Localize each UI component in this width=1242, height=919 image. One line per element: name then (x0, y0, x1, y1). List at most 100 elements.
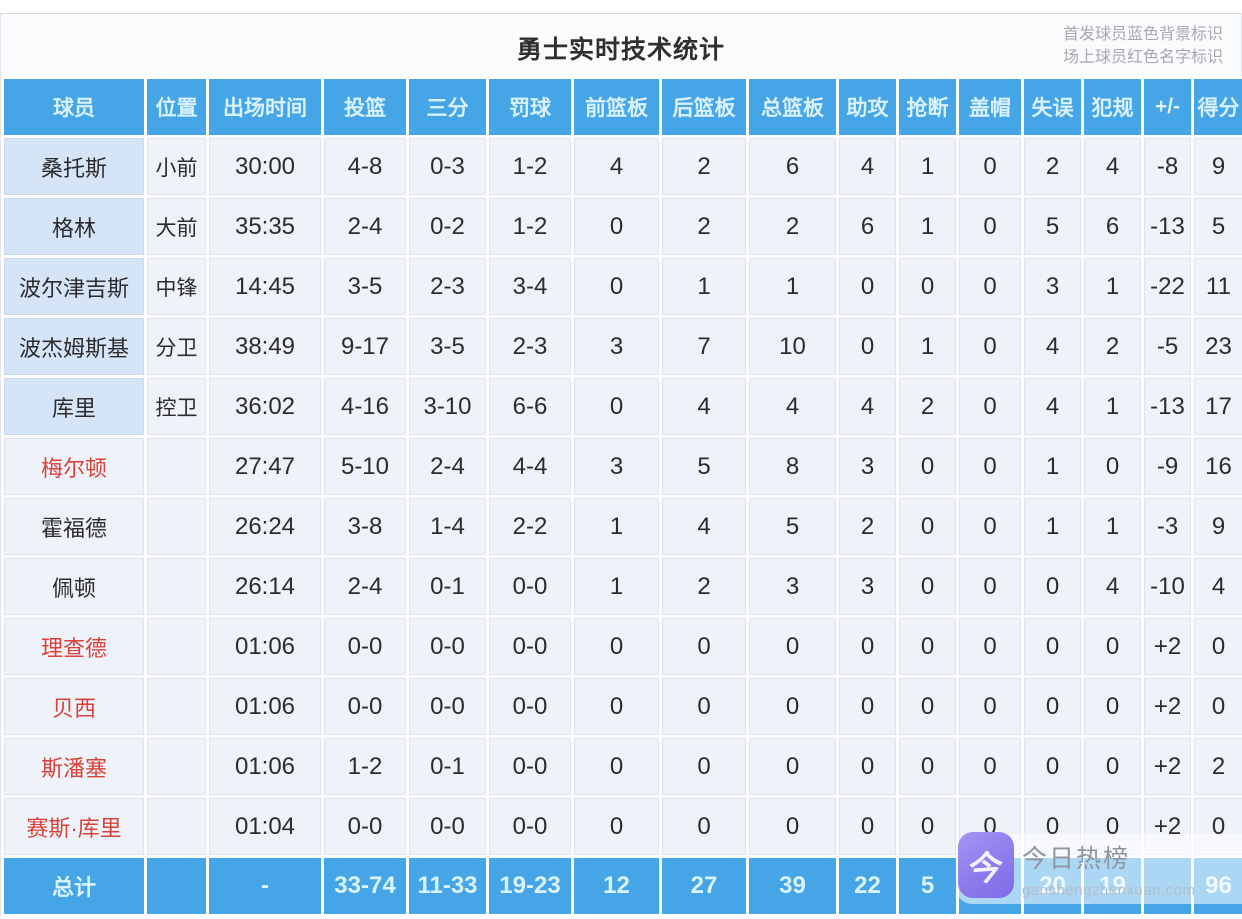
watermark-title: 今日热榜 (1022, 845, 1131, 873)
stat-cell-tp: 2-3 (409, 258, 486, 315)
stat-cell-fg: 0-0 (324, 678, 406, 735)
stat-cell-position: 大前 (147, 198, 206, 255)
player-row: 梅尔顿 27:47 5-10 2-4 4-4 3 5 8 3 0 0 1 0 -9 16 (4, 438, 1242, 495)
stat-cell-ft: 2-3 (489, 318, 571, 375)
stat-cell-tov: 1 (1024, 438, 1081, 495)
stat-cell-pts: 9 (1194, 138, 1242, 195)
stat-cell-position (147, 618, 206, 675)
stat-cell-fg: 9-17 (324, 318, 406, 375)
stat-cell-time: 35:35 (209, 198, 321, 255)
total-cell-ast: 22 (839, 858, 896, 914)
total-cell-stl: 5 (899, 858, 956, 914)
stat-cell-ft: 4-4 (489, 438, 571, 495)
watermark-icon-glyph: 今 (968, 848, 1004, 889)
stat-cell-time: 38:49 (209, 318, 321, 375)
stat-cell-ast: 0 (839, 798, 896, 855)
player-name-cell: 霍福德 (4, 498, 144, 555)
stat-cell-blk: 0 (959, 738, 1021, 795)
stat-cell-position (147, 738, 206, 795)
stat-cell-trb: 6 (749, 138, 836, 195)
stat-cell-fg: 2-4 (324, 198, 406, 255)
stat-cell-pts: 17 (1194, 378, 1242, 435)
stat-cell-trb: 10 (749, 318, 836, 375)
stat-cell-ast: 4 (839, 138, 896, 195)
stat-cell-ft: 0-0 (489, 678, 571, 735)
stat-cell-pm: +2 (1144, 678, 1191, 735)
stat-cell-pf: 0 (1084, 678, 1141, 735)
column-header-stl: 抢断 (899, 79, 956, 135)
watermark: 今 今日热榜 gaochengzhenxuan.com (956, 832, 1242, 904)
stat-cell-pts: 4 (1194, 558, 1242, 615)
player-row: 贝西 01:06 0-0 0-0 0-0 0 0 0 0 0 0 0 0 +2 0 (4, 678, 1242, 735)
stat-cell-pf: 1 (1084, 498, 1141, 555)
stat-cell-stl: 1 (899, 198, 956, 255)
stat-cell-drb: 0 (662, 738, 746, 795)
stat-cell-ft: 0-0 (489, 558, 571, 615)
stat-cell-pts: 9 (1194, 498, 1242, 555)
stat-cell-tov: 0 (1024, 618, 1081, 675)
watermark-app-icon: 今 (958, 832, 1014, 898)
stat-cell-time: 01:06 (209, 678, 321, 735)
player-name-cell: 格林 (4, 198, 144, 255)
stat-cell-tp: 0-3 (409, 138, 486, 195)
stat-cell-tov: 4 (1024, 318, 1081, 375)
stat-cell-drb: 4 (662, 378, 746, 435)
stat-cell-drb: 4 (662, 498, 746, 555)
stat-cell-trb: 0 (749, 798, 836, 855)
stat-cell-pm: -9 (1144, 438, 1191, 495)
stat-cell-time: 01:04 (209, 798, 321, 855)
stat-cell-drb: 0 (662, 678, 746, 735)
stat-cell-fg: 3-8 (324, 498, 406, 555)
column-header-fg: 投篮 (324, 79, 406, 135)
stat-cell-position: 分卫 (147, 318, 206, 375)
stat-cell-orb: 1 (574, 558, 659, 615)
stat-cell-pts: 5 (1194, 198, 1242, 255)
stat-cell-orb: 0 (574, 798, 659, 855)
stat-cell-drb: 0 (662, 618, 746, 675)
stat-cell-blk: 0 (959, 138, 1021, 195)
stat-cell-time: 36:02 (209, 378, 321, 435)
stats-table: 球员 位置 出场时间 投篮 三分 罚球 前篮板 后篮板 总篮板 助攻 抢断 盖帽 失误 犯规 +/- 得分 桑… (1, 76, 1242, 917)
stat-cell-fg: 0-0 (324, 618, 406, 675)
stat-cell-stl: 0 (899, 498, 956, 555)
legend: 首发球员蓝色背景标识 场上球员红色名字标识 (1063, 23, 1223, 69)
column-header-tov: 失误 (1024, 79, 1081, 135)
player-row: 桑托斯 小前 30:00 4-8 0-3 1-2 4 2 6 4 1 0 2 4 -8 9 (4, 138, 1242, 195)
player-row: 波尔津吉斯 中锋 14:45 3-5 2-3 3-4 0 1 1 0 0 0 3 1 -22 11 (4, 258, 1242, 315)
stat-cell-pm: -22 (1144, 258, 1191, 315)
stat-cell-ft: 6-6 (489, 378, 571, 435)
stat-cell-ft: 1-2 (489, 138, 571, 195)
stat-cell-trb: 4 (749, 378, 836, 435)
player-name-cell: 贝西 (4, 678, 144, 735)
stat-cell-pf: 0 (1084, 618, 1141, 675)
stat-cell-trb: 1 (749, 258, 836, 315)
stat-cell-tp: 0-1 (409, 558, 486, 615)
stat-cell-drb: 1 (662, 258, 746, 315)
column-header-ast: 助攻 (839, 79, 896, 135)
stat-cell-blk: 0 (959, 378, 1021, 435)
total-cell-fg: 33-74 (324, 858, 406, 914)
total-cell-tp: 11-33 (409, 858, 486, 914)
player-row: 佩顿 26:14 2-4 0-1 0-0 1 2 3 3 0 0 0 4 -10 4 (4, 558, 1242, 615)
stat-cell-stl: 1 (899, 318, 956, 375)
stat-cell-trb: 0 (749, 738, 836, 795)
column-header-ft: 罚球 (489, 79, 571, 135)
stat-cell-ast: 0 (839, 258, 896, 315)
column-header-trb: 总篮板 (749, 79, 836, 135)
stat-cell-orb: 1 (574, 498, 659, 555)
stat-cell-position (147, 498, 206, 555)
stat-cell-pf: 4 (1084, 558, 1141, 615)
stat-cell-pm: +2 (1144, 618, 1191, 675)
stat-cell-trb: 0 (749, 618, 836, 675)
stat-cell-pf: 1 (1084, 378, 1141, 435)
column-header-pts: 得分 (1194, 79, 1242, 135)
player-row: 理查德 01:06 0-0 0-0 0-0 0 0 0 0 0 0 0 0 +2 0 (4, 618, 1242, 675)
stat-cell-tp: 1-4 (409, 498, 486, 555)
stats-table-header-row: 球员 位置 出场时间 投篮 三分 罚球 前篮板 后篮板 总篮板 助攻 抢断 盖帽 失误 犯规 +/- 得分 (4, 79, 1242, 135)
column-header-name: 球员 (4, 79, 144, 135)
total-cell-time: - (209, 858, 321, 914)
stat-cell-stl: 0 (899, 438, 956, 495)
stat-cell-pts: 11 (1194, 258, 1242, 315)
player-row: 赛斯·库里 01:04 0-0 0-0 0-0 0 0 0 0 0 0 0 0 +2 0 (4, 798, 1242, 855)
player-name-cell: 波杰姆斯基 (4, 318, 144, 375)
